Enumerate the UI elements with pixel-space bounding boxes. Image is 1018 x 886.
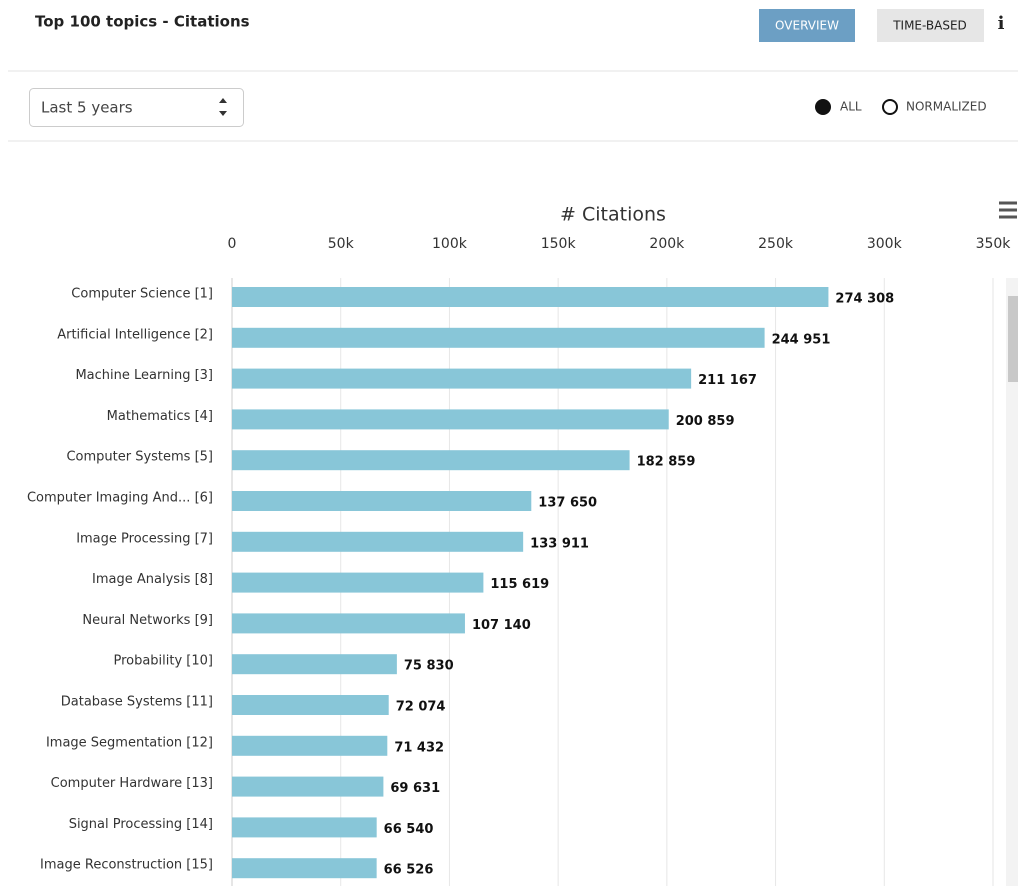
y-tick-label: Image Processing [7] (76, 531, 213, 546)
bar (232, 368, 692, 389)
bar (232, 287, 829, 307)
value-label: 66 540 (384, 822, 434, 837)
overview-button[interactable] (759, 9, 855, 42)
x-tick-label: 350k (976, 236, 1012, 252)
radio-all-label[interactable]: ALL (840, 100, 862, 114)
bar (232, 613, 465, 634)
value-label: 182 859 (637, 455, 696, 470)
scroll-thumb[interactable] (1008, 296, 1018, 382)
bar (232, 491, 532, 511)
value-label: 75 830 (404, 659, 454, 674)
y-tick-label: Machine Learning [3] (75, 368, 213, 383)
y-tick-label: Neural Networks [9] (82, 613, 213, 628)
bar (232, 776, 384, 797)
value-label: 133 911 (530, 536, 589, 551)
overview-label[interactable]: OVERVIEW (775, 19, 839, 33)
y-tick-label: Computer Science [1] (71, 287, 213, 302)
x-tick-label: 250k (758, 236, 794, 252)
bar (232, 327, 765, 348)
y-tick-label: Computer Imaging And... [6] (27, 491, 213, 506)
x-tick-label: 300k (867, 236, 903, 252)
info-icon[interactable]: i (998, 13, 1005, 34)
value-label: 66 526 (384, 863, 434, 878)
y-tick-label: Probability [10] (113, 654, 213, 669)
x-tick-label: 50k (328, 236, 355, 252)
bar (232, 817, 377, 838)
page-title: Top 100 topics - Citations (35, 13, 250, 31)
axis-title: # Citations (560, 204, 666, 226)
y-tick-label: Signal Processing [14] (69, 817, 213, 832)
bar (232, 572, 484, 593)
bar (232, 654, 397, 675)
value-label: 200 859 (676, 414, 735, 429)
bar (232, 695, 389, 715)
y-tick-label: Image Reconstruction [15] (40, 858, 213, 873)
period-select[interactable] (29, 88, 244, 127)
value-label: 72 074 (396, 700, 446, 715)
y-tick-label: Image Analysis [8] (92, 572, 213, 587)
bar (232, 531, 524, 552)
value-label: 211 167 (698, 373, 757, 388)
y-tick-label: Mathematics [4] (107, 409, 213, 424)
time-based-button[interactable] (877, 9, 984, 42)
y-tick-label: Artificial Intelligence [2] (57, 327, 213, 342)
y-tick-label: Computer Hardware [13] (51, 776, 213, 791)
value-label: 69 631 (390, 781, 440, 796)
value-label: 274 308 (835, 292, 894, 307)
value-label: 115 619 (490, 577, 549, 592)
bar (232, 409, 669, 430)
bar (232, 735, 388, 756)
select-arrows (219, 98, 227, 116)
y-tick-label: Computer Systems [5] (66, 450, 213, 465)
bar (232, 858, 377, 879)
x-tick-label: 100k (432, 236, 468, 252)
value-label: 244 951 (772, 332, 831, 347)
value-label: 71 432 (394, 740, 444, 755)
y-tick-label: Database Systems [11] (61, 695, 213, 710)
menu-icon[interactable] (999, 201, 1017, 219)
bar (232, 450, 630, 471)
y-tick-label: Image Segmentation [12] (46, 735, 213, 750)
value-label: 137 650 (538, 496, 597, 511)
value-label: 107 140 (472, 618, 531, 633)
select-label[interactable]: Last 5 years (41, 99, 133, 117)
x-tick-label: 150k (541, 236, 577, 252)
scrollbar[interactable] (1006, 278, 1018, 886)
radio-all[interactable] (815, 99, 831, 115)
x-tick-label: 0 (228, 236, 237, 252)
radio-normalized[interactable] (882, 99, 898, 115)
radio-normalized-label[interactable]: NORMALIZED (906, 100, 987, 114)
x-tick-label: 200k (649, 236, 685, 252)
time-based-label[interactable]: TIME-BASED (892, 19, 967, 33)
